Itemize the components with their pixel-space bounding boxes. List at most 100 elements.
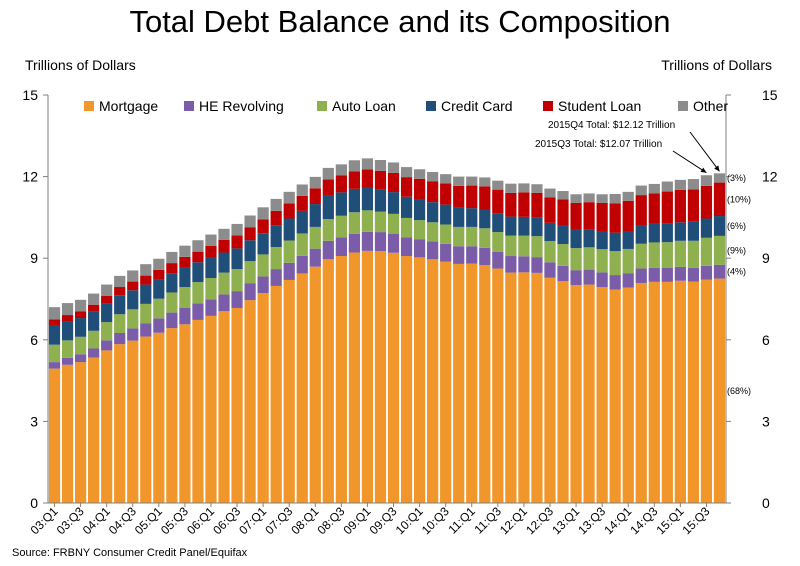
bar-mortgage-11Q3 bbox=[492, 268, 504, 503]
bar-credit-card-09Q4 bbox=[400, 196, 413, 218]
right-axis-unit-label: Trillions of Dollars bbox=[661, 57, 772, 73]
y-tick-label-left-6: 6 bbox=[30, 332, 38, 348]
x-tick-label-09Q1: 09:Q1 bbox=[340, 504, 373, 537]
bar-mortgage-07Q4 bbox=[296, 273, 308, 503]
bar-student-loan-03Q1 bbox=[48, 319, 61, 326]
legend-label-auto-loan: Auto Loan bbox=[332, 98, 396, 114]
bar-credit-card-11Q1 bbox=[466, 208, 478, 227]
bar-auto-loan-04Q1 bbox=[101, 322, 113, 341]
bar-student-loan-09Q4 bbox=[400, 177, 413, 197]
bar-he-revolving-11Q1 bbox=[466, 246, 478, 264]
y-tick-label-left-9: 9 bbox=[30, 250, 38, 266]
bar-he-revolving-13Q2 bbox=[583, 269, 595, 285]
bar-other-08Q2 bbox=[322, 167, 334, 180]
composition-label-credit-card: (6%) bbox=[727, 221, 746, 231]
bar-auto-loan-03Q1 bbox=[48, 344, 61, 363]
bar-student-loan-04Q2 bbox=[114, 287, 126, 296]
bar-student-loan-03Q3 bbox=[74, 311, 87, 319]
bar-other-07Q1 bbox=[257, 207, 269, 220]
bar-he-revolving-14Q2 bbox=[635, 268, 647, 283]
bar-other-06Q2 bbox=[218, 228, 230, 240]
bar-he-revolving-05Q3 bbox=[179, 307, 191, 325]
bar-credit-card-09Q1 bbox=[361, 187, 374, 211]
bar-mortgage-12Q1 bbox=[518, 272, 530, 503]
x-tick-label-05Q3: 05:Q3 bbox=[158, 504, 191, 537]
bar-credit-card-11Q4 bbox=[505, 216, 517, 236]
bar-mortgage-09Q1 bbox=[361, 250, 374, 503]
bar-he-revolving-06Q4 bbox=[244, 283, 256, 301]
bar-auto-loan-07Q3 bbox=[283, 240, 295, 263]
bar-mortgage-06Q2 bbox=[218, 311, 230, 503]
bar-credit-card-15Q1 bbox=[674, 222, 686, 241]
bar-credit-card-06Q1 bbox=[205, 257, 217, 279]
x-tick-label-12Q1: 12:Q1 bbox=[497, 504, 530, 537]
annotation-arrowhead-15Q4 bbox=[714, 165, 720, 172]
x-tick-label-11Q1: 11:Q1 bbox=[445, 504, 478, 537]
bar-auto-loan-08Q3 bbox=[335, 215, 347, 238]
x-tick-label-04Q3: 04:Q3 bbox=[106, 504, 139, 537]
bar-he-revolving-05Q2 bbox=[166, 312, 178, 329]
bar-other-05Q3 bbox=[179, 245, 191, 257]
bar-mortgage-12Q4 bbox=[557, 281, 569, 503]
x-tick-label-11Q3: 11:Q3 bbox=[472, 504, 505, 537]
bar-auto-loan-08Q4 bbox=[348, 212, 361, 234]
bar-he-revolving-11Q3 bbox=[492, 251, 504, 269]
legend-swatch-student-loan bbox=[543, 101, 553, 111]
bar-other-15Q1 bbox=[674, 179, 686, 190]
bar-other-11Q2 bbox=[479, 177, 491, 187]
bar-he-revolving-04Q4 bbox=[140, 323, 152, 337]
bar-he-revolving-15Q4 bbox=[713, 264, 726, 279]
bar-auto-loan-06Q3 bbox=[231, 269, 243, 292]
bar-he-revolving-13Q4 bbox=[609, 275, 621, 290]
bar-mortgage-04Q1 bbox=[101, 350, 113, 503]
bar-mortgage-14Q1 bbox=[622, 287, 634, 503]
x-tick-label-15Q3: 15:Q3 bbox=[679, 504, 712, 537]
bar-mortgage-08Q3 bbox=[335, 256, 347, 503]
bar-mortgage-10Q4 bbox=[453, 263, 465, 503]
bar-mortgage-07Q3 bbox=[283, 279, 295, 503]
bar-he-revolving-14Q1 bbox=[622, 273, 634, 288]
bar-auto-loan-15Q4 bbox=[713, 235, 726, 265]
bar-mortgage-03Q3 bbox=[74, 362, 87, 503]
bar-credit-card-04Q3 bbox=[127, 290, 139, 310]
bar-student-loan-14Q4 bbox=[661, 191, 673, 224]
bar-student-loan-11Q2 bbox=[479, 186, 491, 210]
bar-other-15Q3 bbox=[700, 175, 713, 186]
bar-student-loan-05Q2 bbox=[166, 263, 178, 274]
bar-credit-card-12Q2 bbox=[531, 217, 543, 237]
bar-auto-loan-07Q1 bbox=[257, 254, 269, 277]
bar-student-loan-13Q4 bbox=[609, 203, 621, 233]
bar-credit-card-11Q3 bbox=[492, 213, 504, 233]
x-tick-label-07Q3: 07:Q3 bbox=[262, 504, 295, 537]
bar-credit-card-14Q1 bbox=[622, 231, 634, 249]
bar-he-revolving-10Q3 bbox=[440, 243, 452, 262]
bar-mortgage-09Q4 bbox=[400, 256, 413, 503]
bar-he-revolving-03Q2 bbox=[61, 357, 74, 365]
y-tick-label-right-12: 12 bbox=[762, 169, 778, 185]
x-tick-label-10Q1: 10:Q1 bbox=[393, 504, 426, 537]
bar-mortgage-10Q2 bbox=[427, 259, 439, 503]
bar-credit-card-03Q4 bbox=[88, 311, 100, 331]
x-tick-label-13Q1: 13:Q1 bbox=[549, 504, 582, 537]
bar-credit-card-12Q3 bbox=[544, 222, 556, 242]
bar-student-loan-15Q4 bbox=[713, 182, 726, 217]
bar-auto-loan-03Q4 bbox=[88, 330, 100, 349]
bar-other-13Q3 bbox=[596, 194, 608, 203]
bar-auto-loan-08Q2 bbox=[322, 219, 334, 241]
bar-credit-card-10Q2 bbox=[427, 202, 439, 223]
y-tick-label-left-3: 3 bbox=[30, 413, 38, 429]
bar-he-revolving-04Q1 bbox=[101, 340, 113, 351]
bar-other-09Q4 bbox=[400, 167, 413, 178]
bar-student-loan-06Q4 bbox=[244, 227, 256, 241]
bar-mortgage-04Q3 bbox=[127, 340, 139, 503]
bar-other-04Q2 bbox=[114, 275, 126, 288]
bar-auto-loan-06Q2 bbox=[218, 272, 230, 295]
bar-student-loan-15Q1 bbox=[674, 189, 686, 223]
source-note: Source: FRBNY Consumer Credit Panel/Equi… bbox=[12, 547, 248, 559]
bar-credit-card-04Q1 bbox=[101, 303, 113, 323]
bar-student-loan-05Q4 bbox=[192, 251, 204, 263]
x-tick-label-07Q1: 07:Q1 bbox=[236, 504, 269, 537]
bar-auto-loan-03Q2 bbox=[61, 340, 74, 358]
x-tick-label-14Q3: 14:Q3 bbox=[627, 504, 660, 537]
bar-credit-card-06Q3 bbox=[231, 248, 243, 270]
